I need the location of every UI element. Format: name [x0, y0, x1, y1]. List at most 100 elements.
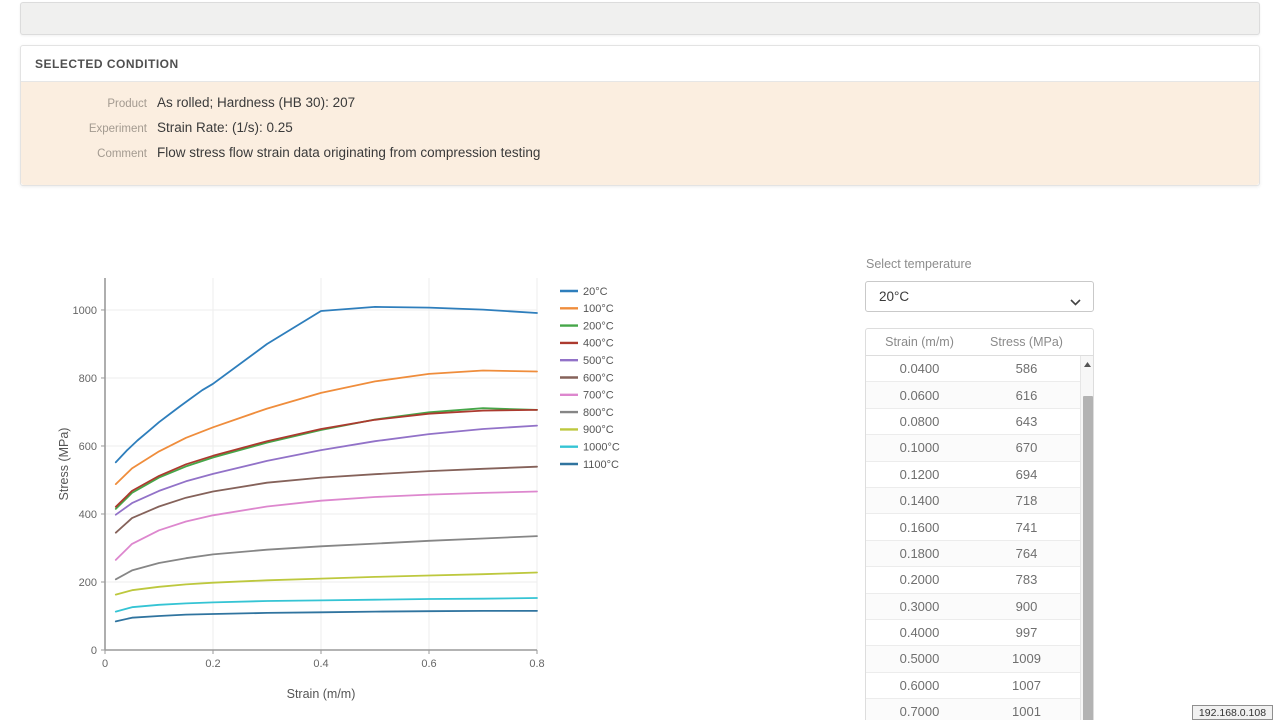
- stress-cell: 718: [1015, 493, 1038, 509]
- stress-strain-chart: 0 0.2 0.4 0.6 0.8 0 200 400 600 800 1000 Strain (m/…: [57, 278, 620, 701]
- stress-cell: 586: [1015, 361, 1038, 377]
- stress-column-header: Stress (MPa): [990, 335, 1063, 349]
- strain-cell: 0.6000: [899, 677, 940, 693]
- table-row: 0.0400 586: [866, 356, 1080, 383]
- temperature-select[interactable]: 20°C: [865, 281, 1094, 312]
- svg-text:200: 200: [79, 577, 97, 589]
- stress-cell: 1009: [1012, 651, 1041, 667]
- table-row: 0.0800 643: [866, 408, 1080, 436]
- stress-cell: 741: [1015, 519, 1038, 535]
- svg-text:0.2: 0.2: [205, 658, 220, 670]
- strain-cell: 0.1000: [899, 440, 940, 456]
- ip-address-text: 192.168.0.108: [1198, 706, 1267, 719]
- condition-row-product: Product As rolled; Hardness (HB 30): 207: [35, 95, 1245, 120]
- strain-cell: 0.0600: [899, 387, 940, 403]
- strain-cell: 0.1600: [899, 519, 940, 535]
- stress-cell: 643: [1015, 413, 1038, 429]
- stress-cell: 783: [1015, 572, 1038, 588]
- scrollbar-up-button[interactable]: [1081, 356, 1093, 372]
- product-value: As rolled; Hardness (HB 30): 207: [157, 95, 356, 110]
- strain-cell: 0.2000: [899, 572, 940, 588]
- svg-text:1000: 1000: [73, 305, 97, 317]
- legend-label: 700°C: [583, 390, 614, 402]
- svg-text:Stress (MPa): Stress (MPa): [57, 428, 71, 501]
- svg-text:400: 400: [79, 509, 97, 521]
- series-line: [114, 609, 538, 623]
- table-row: 0.1400 718: [866, 487, 1080, 515]
- table-row: 0.0600 616: [866, 382, 1080, 409]
- series-line: [114, 597, 538, 613]
- table-row: 0.1600 741: [866, 514, 1080, 541]
- select-temperature-label: Select temperature: [866, 257, 972, 271]
- svg-text:600: 600: [79, 441, 97, 453]
- stress-cell: 900: [1015, 598, 1038, 614]
- legend-label: 1000°C: [583, 442, 620, 454]
- collapsed-panel-bar[interactable]: [20, 2, 1260, 35]
- stress-cell: 997: [1015, 625, 1038, 641]
- table-row: 0.1800 764: [866, 540, 1080, 568]
- strain-cell: 0.4000: [899, 625, 940, 641]
- table-row: 0.1200 694: [866, 461, 1080, 488]
- stress-strain-data-table: Strain (m/m) Stress (MPa) 0.0400 586 0.060…: [865, 328, 1094, 720]
- selected-condition-header: SELECTED CONDITION: [21, 46, 1259, 82]
- legend-label: 1100°C: [583, 459, 619, 471]
- series-line: [114, 490, 538, 561]
- panel-title: SELECTED CONDITION: [35, 56, 179, 71]
- svg-text:Strain (m/m): Strain (m/m): [287, 687, 356, 701]
- stress-cell: 764: [1015, 545, 1038, 561]
- svg-text:0: 0: [91, 645, 97, 657]
- stress-cell: 1007: [1012, 677, 1041, 693]
- series-line: [114, 369, 538, 486]
- table-row: 0.2000 783: [866, 567, 1080, 594]
- svg-text:0.4: 0.4: [313, 658, 328, 670]
- stress-cell: 616: [1015, 387, 1038, 403]
- series-line: [114, 424, 538, 516]
- svg-text:0.8: 0.8: [529, 658, 544, 670]
- table-header-row: Strain (m/m) Stress (MPa): [866, 329, 1093, 356]
- svg-text:0: 0: [102, 658, 108, 670]
- selected-condition-panel: SELECTED CONDITION Product As rolled; Ha…: [20, 45, 1260, 186]
- strain-cell: 0.7000: [899, 704, 940, 720]
- series-line: [114, 535, 538, 581]
- scrollbar-thumb[interactable]: [1082, 396, 1093, 720]
- strain-cell: 0.0400: [899, 361, 940, 377]
- table-scrollbar[interactable]: [1080, 356, 1093, 720]
- legend-label: 900°C: [583, 424, 614, 436]
- ip-address-badge: 192.168.0.108: [1192, 705, 1273, 720]
- table-row: 0.3000 900: [866, 593, 1080, 620]
- stress-cell: 1001: [1012, 704, 1041, 720]
- svg-text:800: 800: [79, 373, 97, 385]
- series-line: [114, 407, 538, 510]
- selected-condition-body: Product As rolled; Hardness (HB 30): 207…: [21, 82, 1259, 185]
- strain-cell: 0.1200: [899, 466, 940, 482]
- table-row: 0.4000 997: [866, 619, 1080, 647]
- experiment-label: Experiment: [88, 123, 147, 135]
- legend-label: 100°C: [583, 303, 614, 315]
- svg-text:0.6: 0.6: [421, 658, 436, 670]
- condition-row-comment: Comment Flow stress flow strain data ori…: [35, 145, 1245, 170]
- stress-cell: 670: [1015, 440, 1038, 456]
- table-row: 0.6000 1007: [866, 672, 1080, 700]
- product-label: Product: [107, 98, 147, 110]
- legend-label: 200°C: [583, 320, 614, 332]
- strain-cell: 0.0800: [899, 413, 940, 429]
- strain-cell: 0.1800: [899, 545, 940, 561]
- series-line: [114, 571, 538, 596]
- strain-cell: 0.1400: [899, 493, 940, 509]
- strain-cell: 0.3000: [899, 598, 940, 614]
- temperature-select-value: 20°C: [879, 289, 910, 304]
- series-line: [114, 306, 538, 464]
- legend-label: 500°C: [583, 355, 614, 367]
- comment-value: Flow stress flow strain data originating…: [157, 145, 541, 160]
- table-row: 0.5000 1009: [866, 646, 1080, 673]
- triangle-up-icon: [1083, 361, 1091, 367]
- table-row: 0.1000 670: [866, 435, 1080, 462]
- chevron-down-icon: [1070, 293, 1081, 306]
- table-row: 0.7000 1001: [866, 699, 1080, 720]
- stress-cell: 694: [1015, 466, 1038, 482]
- condition-row-experiment: Experiment Strain Rate: (1/s): 0.25: [35, 120, 1245, 145]
- legend-label: 400°C: [583, 338, 614, 350]
- experiment-value: Strain Rate: (1/s): 0.25: [157, 120, 293, 135]
- series-line: [114, 465, 538, 534]
